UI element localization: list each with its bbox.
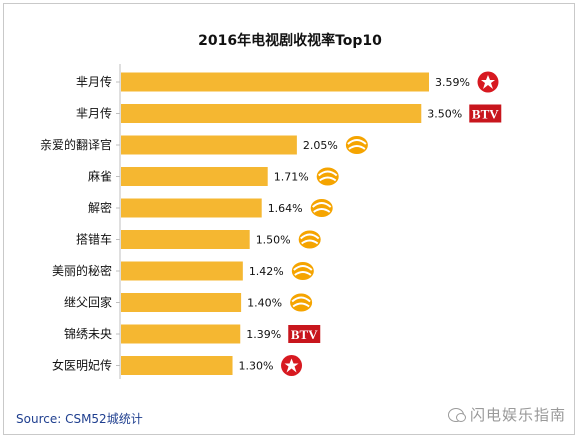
hunan-tv-logo-5 <box>298 230 321 249</box>
category-label: 美丽的秘密 <box>52 263 112 278</box>
value-label: 1.42% <box>249 265 284 278</box>
category-label: 搭错车 <box>76 232 112 247</box>
watermark: 闪电娱乐指南 <box>447 404 566 425</box>
hunan-logo-wave <box>313 208 331 213</box>
value-label: 1.40% <box>247 297 282 310</box>
hunan-logo-wave <box>292 302 310 308</box>
hunan-tv-logo-6 <box>291 262 314 280</box>
chart-title: 2016年电视剧收视率Top10 <box>198 33 382 49</box>
value-label: 1.64% <box>268 202 303 215</box>
category-label: 芈月传 <box>76 74 112 89</box>
value-label: 1.39% <box>246 328 281 341</box>
value-label: 3.50% <box>427 108 462 121</box>
bar <box>121 198 262 218</box>
btv-logo-8: BTV <box>288 325 321 343</box>
dragon-tv-logo-0 <box>477 71 499 93</box>
value-label: 1.50% <box>256 234 291 247</box>
bar <box>121 324 241 344</box>
bar <box>121 293 242 312</box>
watermark-text: 闪电娱乐指南 <box>469 406 566 424</box>
value-label: 2.05% <box>303 139 338 152</box>
dragon-logo-star <box>284 358 299 373</box>
bar <box>121 104 422 123</box>
category-label: 亲爱的翻译官 <box>40 137 112 152</box>
value-label: 3.59% <box>435 76 470 89</box>
category-label: 芈月传 <box>76 106 112 121</box>
bar <box>121 167 268 186</box>
category-label: 继父回家 <box>64 295 112 310</box>
category-label: 女医明妃传 <box>52 358 112 373</box>
source-note: Source: CSM52城统计 <box>16 412 143 426</box>
bar <box>121 135 297 155</box>
hunan-logo-wave <box>294 271 312 276</box>
category-label: 解密 <box>88 200 112 215</box>
value-label: 1.71% <box>274 171 309 184</box>
hunan-tv-logo-3 <box>316 167 339 186</box>
hunan-tv-logo-2 <box>345 136 368 154</box>
bar <box>121 261 243 281</box>
hunan-logo-wave <box>291 296 311 303</box>
btv-logo-box <box>469 104 502 123</box>
hunan-logo-wave <box>347 139 367 145</box>
btv-logo-text: BTV <box>472 107 499 122</box>
hunan-logo-wave <box>300 233 320 240</box>
btv-logo-1: BTV <box>469 104 502 123</box>
hunan-tv-logo-4 <box>310 199 333 217</box>
hunan-logo-wave <box>318 170 338 177</box>
category-label: 锦绣未央 <box>64 327 112 341</box>
dragon-logo-star <box>481 75 495 89</box>
bar <box>121 72 429 92</box>
bar <box>121 230 250 249</box>
dragon-tv-logo-9 <box>281 355 303 376</box>
hunan-logo-wave <box>312 202 332 208</box>
wechat-icon <box>447 407 466 422</box>
bar <box>121 356 233 375</box>
category-label: 麻雀 <box>88 169 112 184</box>
btv-logo-box <box>288 325 321 343</box>
hunan-logo-wave <box>348 145 366 150</box>
btv-logo-text: BTV <box>291 327 318 342</box>
hunan-logo-wave <box>293 265 313 271</box>
hunan-tv-logo-7 <box>290 293 313 312</box>
bars-layer: 芈月传 3.59% 芈月传 3.50% BTV 亲爱的翻译官 2.05% 麻雀 1.71% 解密 1… <box>40 64 502 379</box>
hunan-logo-wave <box>301 239 319 245</box>
value-label: 1.30% <box>239 360 274 373</box>
hunan-logo-wave <box>319 176 337 182</box>
